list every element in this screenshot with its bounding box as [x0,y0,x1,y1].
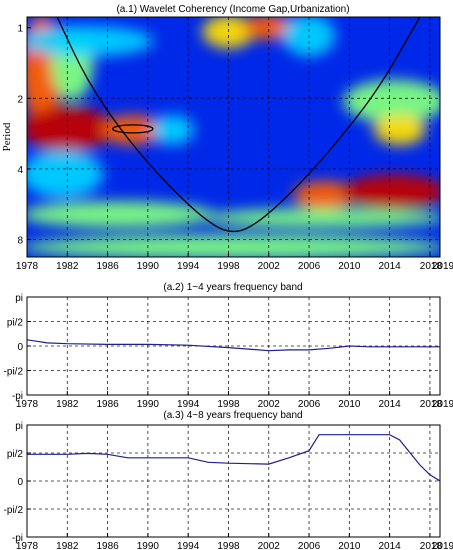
chart2-x-tick-label: 1994 [177,399,200,410]
chart2-series-line [27,339,440,352]
chart1-title: (a.1) Wavelet Coherency (Income Gap,Urba… [116,4,349,15]
chart1-x-tick-label: 1982 [56,261,79,272]
chart1-x-tick-label: 1978 [16,261,39,272]
chart3-title: (a.3) 4~8 years frequency band [163,410,302,421]
chart2-x-tick-label: 1982 [56,399,79,410]
chart2-y-tick-label: pi [15,293,23,304]
chart1-y-tick-label: 2 [17,94,23,105]
chart3-grid [27,425,440,537]
chart1-x-tick-label: 1994 [177,261,200,272]
chart3-y-tick-label: pi [15,421,23,432]
chart1-x-tick-label: 2006 [298,261,321,272]
chart1-x-tick-label: 1986 [96,261,119,272]
chart2-y-tick-label: 0 [17,342,23,353]
chart1-heat-region [343,79,440,124]
chart2-x-tick-label: 2010 [338,399,361,410]
chart1-x-tick-label: 2010 [338,261,361,272]
chart1-y-tick-label: 4 [17,165,23,176]
chart1-plot-area [27,17,440,257]
chart1-heat-region [202,208,440,228]
chart3-series-line [27,434,440,482]
chart2-x-tick-label: 1998 [217,399,240,410]
chart2-y-tick-label: pi/2 [7,318,24,329]
chart2-x-tick-label: 2014 [379,399,402,410]
chart2-x-tick-label: 1990 [137,399,160,410]
chart1-frame [26,16,441,258]
chart3-y-tick-label: pi/2 [7,449,24,460]
chart2-x-tick-label: 2002 [258,399,281,410]
chart1-cone-of-influence [56,17,421,233]
chart3-x-tick-label: 2019 [432,541,453,550]
chart3-x-tick-label: 1994 [177,541,200,550]
chart3-plot-area [27,425,440,537]
chart1-heat-regions [27,17,440,257]
chart1-x-tick-label: 2014 [379,261,402,272]
chart2-x-tick-label: 1978 [16,399,39,410]
chart1-heat-region [242,17,295,40]
chart3-y-tick-label: -pi/2 [4,505,24,516]
chart3-y-tick-label: 0 [17,477,23,488]
chart3-x-tick-label: 1978 [16,541,39,550]
chart1-significance-contour [111,124,154,134]
chart3-x-tick-label: 1986 [96,541,119,550]
chart3-x-tick-label: 2010 [338,541,361,550]
chart1-heat-region [373,114,426,145]
chart1-x-tick-label: 1990 [137,261,160,272]
chart2-x-tick-label: 2019 [432,399,453,410]
chart1-ylabel: Period [1,122,13,151]
chart1-heat-region [27,234,440,257]
chart1-heat-region [101,114,164,145]
chart2-x-tick-label: 2018 [420,399,443,410]
chart2-y-tick-label: -pi [12,391,23,402]
chart1-x-tick-label: 2018 [420,261,443,272]
chart3-x-tick-label: 1990 [137,541,160,550]
chart2-plot-area [27,297,440,395]
chart3-y-tick-label: -pi [12,533,23,544]
chart1-y-tick-label: 1 [17,24,23,35]
chart1-heat-region [202,17,255,49]
chart3-x-tick-label: 1982 [56,541,79,550]
chart3-x-tick-label: 2002 [258,541,281,550]
chart3-x-tick-label: 1998 [217,541,240,550]
chart1-x-tick-label: 2019 [432,261,453,272]
chart2-x-tick-label: 2006 [298,399,321,410]
chart1-heat-region [27,150,104,198]
chart3-x-tick-label: 2006 [298,541,321,550]
chart1-heat-region [27,201,215,228]
chart1-heat-region [27,25,154,57]
chart3-x-tick-label: 2018 [420,541,443,550]
chart1-x-tick-label: 1998 [217,261,240,272]
chart3-x-tick-label: 2014 [379,541,402,550]
chart1-y-tick-label: 8 [17,235,23,246]
chart2-y-tick-label: -pi/2 [4,366,24,377]
chart1-ticks: 1 2 4 8 1978 1982 1986 1990 1994 1998 2002 2006 2010… [16,24,453,272]
chart2-title: (a.2) 1~4 years frequency band [163,282,302,293]
chart1-heat-region [343,174,440,209]
chart1-heat-region [292,181,356,209]
chart1-heat-region [151,114,195,145]
chart2-x-tick-label: 1986 [96,399,119,410]
chart1-x-tick-label: 2002 [258,261,281,272]
chart1-heat-region [27,106,114,152]
